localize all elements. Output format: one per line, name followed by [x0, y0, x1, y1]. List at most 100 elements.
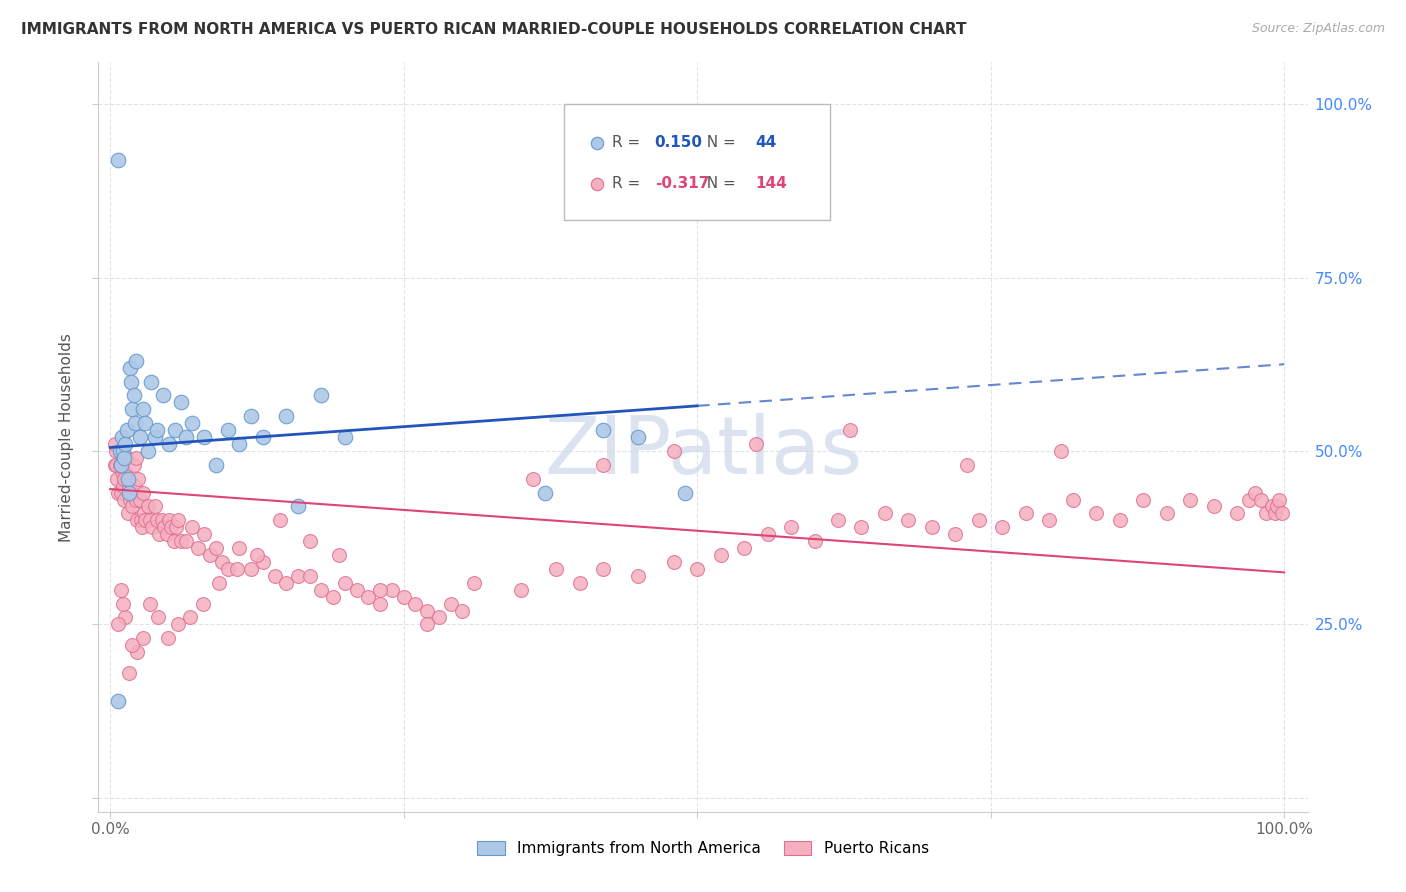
Point [276, 575, 298, 590]
Point [269, 513, 291, 527]
Point [136, 500, 159, 514]
Point [198, 548, 221, 562]
Point [1268, 492, 1291, 507]
Point [179, 610, 201, 624]
Point [139, 513, 162, 527]
Point [125, 450, 148, 465]
Point [246, 548, 269, 562]
Point [108, 458, 131, 472]
Point [204, 458, 226, 472]
Point [240, 409, 263, 424]
Point [107, 617, 129, 632]
Point [627, 569, 650, 583]
Point [141, 375, 163, 389]
Point [121, 402, 143, 417]
Point [191, 597, 214, 611]
Point [117, 507, 139, 521]
Point [1265, 500, 1288, 514]
Point [121, 638, 143, 652]
Point [226, 562, 249, 576]
Point [148, 610, 170, 624]
Point [368, 597, 391, 611]
Point [333, 575, 356, 590]
Point [592, 423, 614, 437]
Point [111, 465, 134, 479]
Point [114, 437, 136, 451]
Point [956, 458, 979, 472]
Point [143, 500, 166, 514]
Point [110, 485, 132, 500]
Point [1250, 492, 1272, 507]
Text: 0.150: 0.150 [655, 135, 703, 150]
Point [204, 541, 226, 555]
Point [1132, 492, 1154, 507]
Point [756, 527, 779, 541]
Point [112, 472, 135, 486]
Point [873, 507, 896, 521]
Point [357, 590, 380, 604]
Point [1261, 500, 1284, 514]
Point [827, 513, 849, 527]
Point [381, 582, 404, 597]
Text: ZIPatlas: ZIPatlas [544, 413, 862, 491]
Point [346, 582, 368, 597]
Point [127, 513, 149, 527]
Point [187, 541, 209, 555]
Point [112, 478, 135, 492]
Y-axis label: Married-couple Households: Married-couple Households [59, 333, 75, 541]
Legend: Immigrants from North America, Puerto Ricans: Immigrants from North America, Puerto Ri… [470, 834, 936, 864]
Point [193, 527, 215, 541]
Point [803, 534, 825, 549]
Point [1237, 492, 1260, 507]
Point [107, 153, 129, 167]
Point [328, 548, 350, 562]
Point [148, 527, 170, 541]
Point [114, 465, 136, 479]
Point [439, 597, 461, 611]
Point [427, 610, 450, 624]
Point [146, 513, 169, 527]
Point [1108, 513, 1130, 527]
Point [127, 472, 149, 486]
Point [522, 472, 544, 486]
Point [107, 694, 129, 708]
Point [416, 617, 439, 632]
Point [582, 171, 605, 186]
Text: R =: R = [613, 177, 645, 191]
Point [118, 665, 141, 680]
Point [127, 645, 149, 659]
Point [105, 472, 128, 486]
Point [167, 513, 190, 527]
Point [165, 520, 187, 534]
Point [193, 430, 215, 444]
Text: N =: N = [697, 177, 741, 191]
Point [150, 513, 173, 527]
Point [228, 437, 250, 451]
Point [592, 562, 614, 576]
Point [181, 520, 204, 534]
Point [162, 534, 184, 549]
Point [146, 423, 169, 437]
Point [129, 513, 152, 527]
Point [1038, 513, 1060, 527]
Point [1156, 507, 1178, 521]
Point [112, 492, 135, 507]
Point [1264, 507, 1286, 521]
Text: IMMIGRANTS FROM NORTH AMERICA VS PUERTO RICAN MARRIED-COUPLE HOUSEHOLDS CORRELAT: IMMIGRANTS FROM NORTH AMERICA VS PUERTO … [21, 22, 966, 37]
Point [131, 520, 153, 534]
Text: -0.317: -0.317 [655, 177, 709, 191]
Point [673, 485, 696, 500]
Point [167, 617, 190, 632]
Point [416, 603, 439, 617]
Point [252, 430, 274, 444]
Text: N =: N = [697, 135, 741, 150]
Point [108, 444, 131, 458]
Point [967, 513, 990, 527]
Point [134, 513, 156, 527]
Point [298, 534, 321, 549]
Point [112, 597, 135, 611]
Point [1015, 507, 1038, 521]
Point [112, 444, 135, 458]
Point [134, 507, 156, 521]
Point [710, 548, 733, 562]
